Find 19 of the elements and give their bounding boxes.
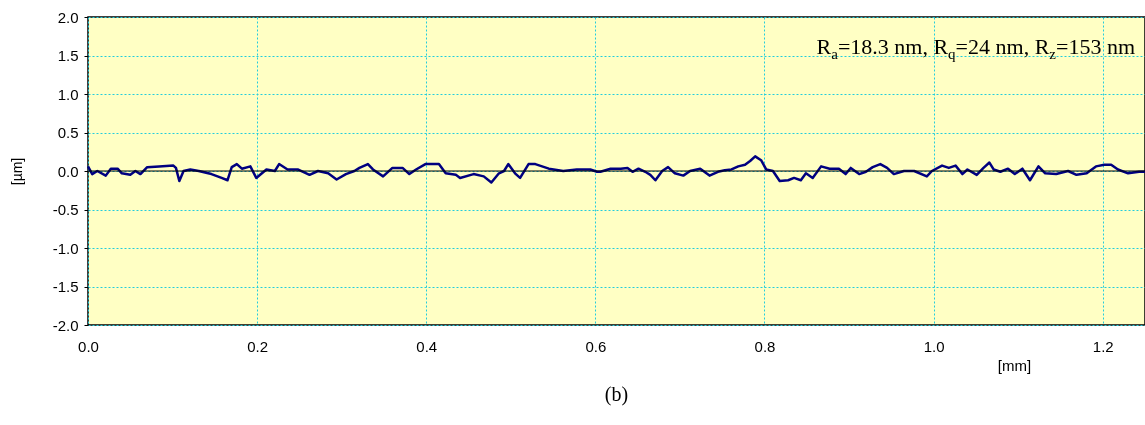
x-tick-label: 0.8 <box>754 337 776 355</box>
x-tick-label: 1.0 <box>923 337 945 355</box>
x-tick-label: 0.4 <box>416 337 438 355</box>
y-tick-label: 1.0 <box>57 85 79 103</box>
y-tick-label: -1.0 <box>52 239 79 257</box>
y-tick-label: -2.0 <box>52 316 79 334</box>
y-tick-label: 1.5 <box>57 47 79 64</box>
y-tick-label: -1.5 <box>52 278 79 295</box>
x-axis-title: [mm] <box>997 356 1032 374</box>
y-tick-label: 0.0 <box>57 162 79 180</box>
y-tick-label: 0.5 <box>57 124 79 141</box>
x-tick-label: 0.2 <box>247 337 269 355</box>
x-tick-label: 1.2 <box>1092 337 1114 355</box>
y-tick-label: -0.5 <box>52 201 79 218</box>
y-axis-title: [µm] <box>8 157 25 186</box>
text: (b) <box>604 383 629 406</box>
y-tick-label: 2.0 <box>57 8 79 26</box>
x-tick-label: 0.6 <box>585 337 607 355</box>
x-tick-label: 0.0 <box>78 337 99 355</box>
